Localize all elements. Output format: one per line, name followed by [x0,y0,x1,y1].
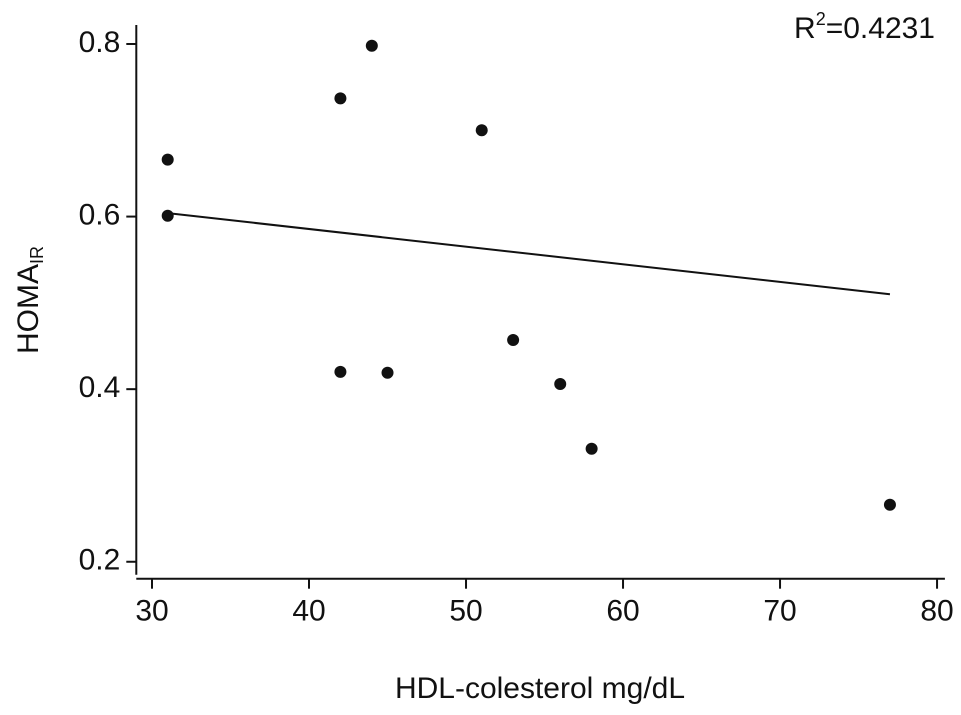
x-axis-title: HDL-colesterol mg/dL [395,672,685,705]
annotation-sup: 2 [816,9,826,29]
point [507,333,520,346]
x-tick-label: 50 [449,595,482,628]
annotation-main: R [794,12,816,45]
point [334,92,347,105]
point [161,153,174,166]
annotation-rest: =0.4231 [826,12,935,45]
point [475,124,488,137]
fit-line [167,212,891,296]
y-tick-label: 0.6 [79,198,121,231]
x-tick-label: 60 [606,595,639,628]
point [883,498,896,511]
x-tick-label: 30 [135,595,168,628]
y-axis-title-sub: IR [27,246,47,264]
point [365,39,378,52]
x-tick-label: 70 [763,595,796,628]
point [554,377,567,390]
y-tick-label: 0.2 [79,544,121,577]
y-tick-label: 0.4 [79,371,121,404]
point [334,365,347,378]
x-tick-label: 80 [920,595,953,628]
point [381,366,394,379]
annotation: R2=0.4231 [794,9,935,45]
y-tick-label: 0.8 [79,26,121,59]
point [585,442,598,455]
point [161,209,174,222]
y-axis-title: HOMAIR [12,246,47,354]
x-tick-label: 40 [292,595,325,628]
y-axis-title-main: HOMA [12,264,45,354]
